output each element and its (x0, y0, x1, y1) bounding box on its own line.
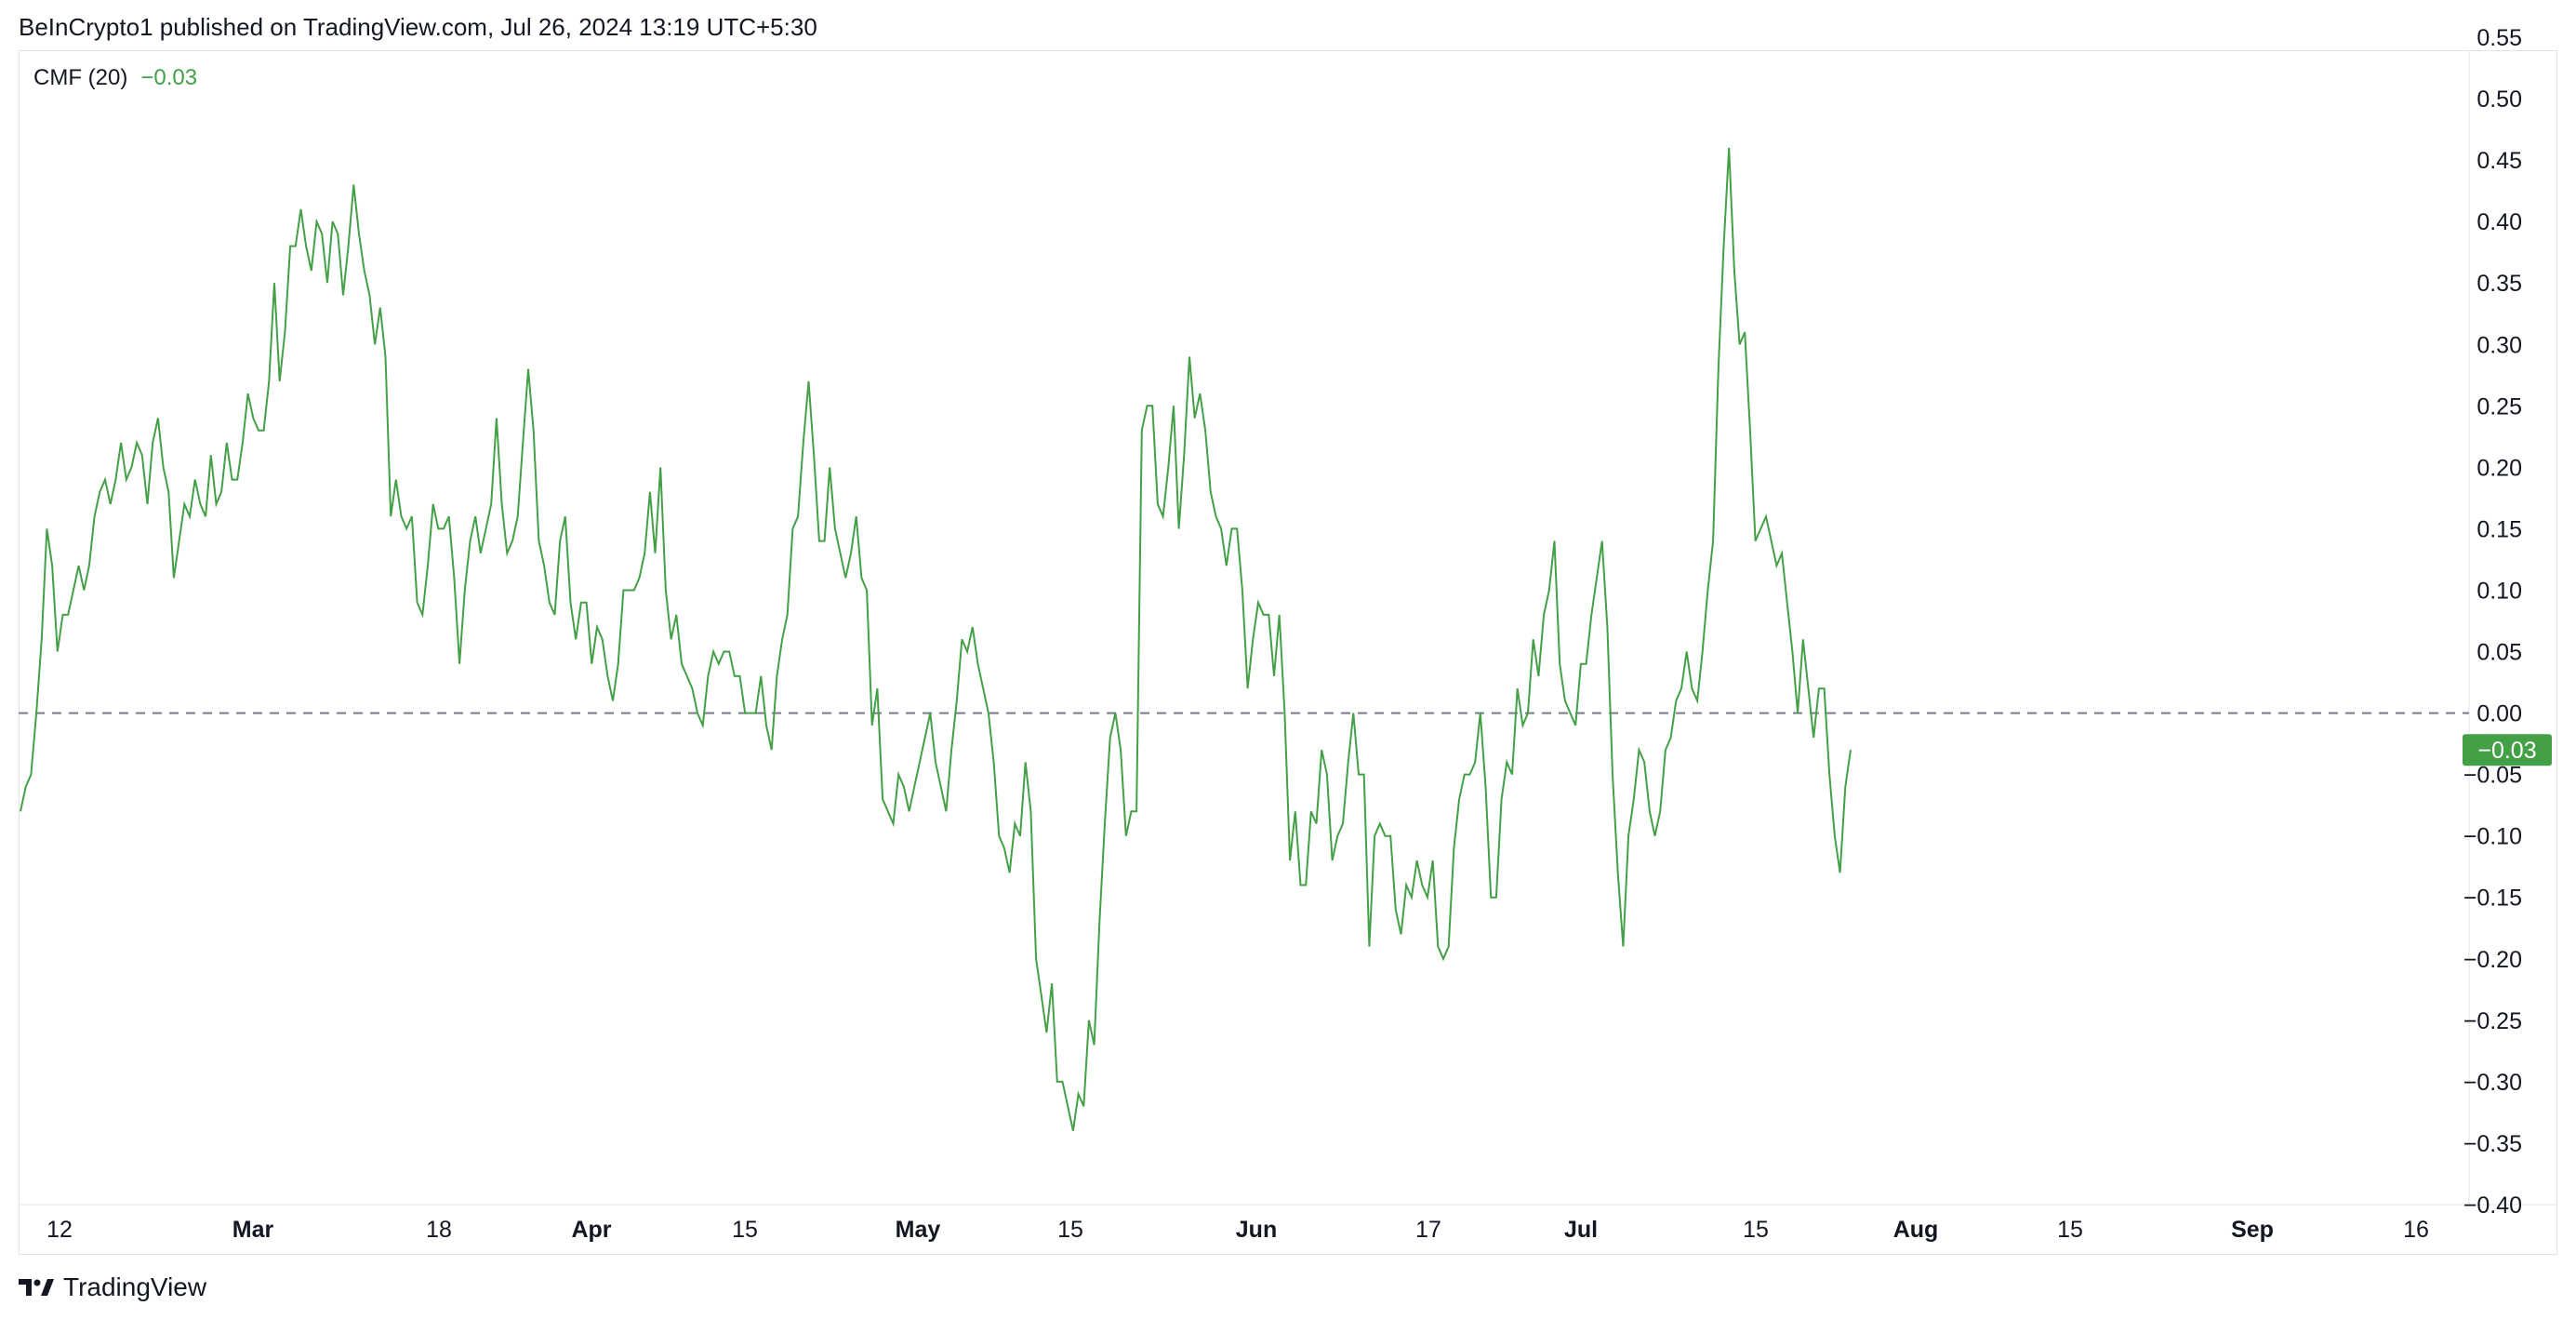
y-tick-label: −0.20 (2463, 947, 2522, 973)
y-tick-label: 0.55 (2476, 25, 2522, 51)
last-value-badge-bg (2463, 734, 2552, 766)
x-tick-label: 18 (426, 1217, 452, 1243)
x-tick-label: 15 (1057, 1217, 1083, 1243)
x-tick-label: Jun (1236, 1217, 1277, 1243)
y-tick-label: −0.35 (2463, 1131, 2522, 1157)
x-tick-label: 15 (732, 1217, 758, 1243)
last-value-badge-text: −0.03 (2477, 738, 2536, 764)
last-value-badge: −0.03 (2463, 734, 2552, 766)
y-tick-label: −0.10 (2463, 824, 2522, 850)
x-tick-label: 16 (2403, 1217, 2429, 1243)
x-tick-label: Mar (232, 1217, 274, 1243)
x-tick-label: May (896, 1217, 941, 1243)
y-tick-label: −0.15 (2463, 886, 2522, 912)
y-axis-ticks: 0.55 0.50 0.45 0.40 0.35 0.30 0.25 0.20 0.15 0.10… (2463, 25, 2522, 1219)
y-tick-label: 0.15 (2476, 516, 2522, 542)
x-tick-label: Jul (1564, 1217, 1598, 1243)
x-tick-label: 15 (2057, 1217, 2083, 1243)
y-tick-label: 0.20 (2476, 455, 2522, 481)
brand-name: TradingView (63, 1272, 207, 1301)
x-tick-label: 12 (46, 1217, 73, 1243)
indicator-value: −0.03 (140, 65, 198, 90)
y-tick-label: 0.00 (2476, 701, 2522, 727)
y-tick-label: 0.50 (2476, 87, 2522, 113)
y-tick-label: 0.45 (2476, 148, 2522, 174)
tradingview-brand[interactable]: TradingView (19, 1272, 206, 1302)
x-tick-label: 15 (1743, 1217, 1769, 1243)
y-tick-label: 0.25 (2476, 393, 2522, 420)
x-tick-label: Sep (2231, 1217, 2274, 1243)
y-tick-label: 0.35 (2476, 271, 2522, 297)
publish-info: BeInCrypto1 published on TradingView.com… (19, 13, 817, 41)
cmf-series-line (20, 147, 1852, 1131)
y-tick-label: −0.40 (2463, 1192, 2522, 1219)
x-tick-label: Aug (1893, 1217, 1939, 1243)
chart-legend: CMF (20) −0.03 (33, 65, 197, 91)
y-tick-label: −0.25 (2463, 1008, 2522, 1034)
indicator-name: CMF (20) (33, 65, 128, 90)
y-tick-label: 0.30 (2476, 332, 2522, 358)
y-tick-label: −0.05 (2463, 763, 2522, 789)
y-tick-label: 0.05 (2476, 640, 2522, 666)
y-tick-label: 0.40 (2476, 209, 2522, 235)
x-tick-label: Apr (571, 1217, 611, 1243)
y-tick-label: 0.10 (2476, 578, 2522, 604)
x-axis-ticks: 12 Mar 18 Apr 15 May 15 Jun 17 Jul 15 Aug 15 Sep 16 (46, 1217, 2429, 1243)
x-tick-label: 17 (1415, 1217, 1441, 1243)
chart-frame (19, 50, 2557, 1255)
y-tick-label: −0.30 (2463, 1070, 2522, 1096)
tradingview-logo-icon (19, 1279, 54, 1296)
